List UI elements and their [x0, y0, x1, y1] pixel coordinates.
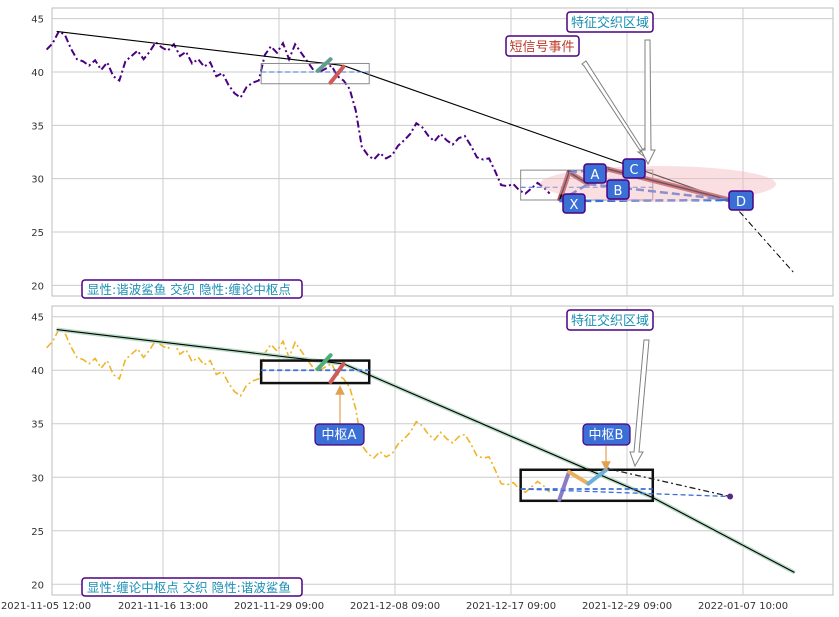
pivot-box — [260, 62, 370, 85]
y-tick-label: 30 — [31, 175, 44, 186]
marker-a-text: A — [591, 168, 600, 183]
x-tick-label: 2021-11-05 12:00 — [1, 601, 91, 612]
y-tick-label: 25 — [31, 228, 44, 239]
marker-c: C — [622, 158, 646, 179]
bottom-y-axis: 20 25 30 35 40 45 — [31, 313, 44, 592]
feature-zone-text-top: 特征交织区域 — [571, 15, 649, 31]
stroke-segment — [328, 361, 346, 384]
top-panel: 20 25 30 35 40 45 短信号事件 特征交织区域 X A B — [31, 7, 834, 299]
bottom-plot-frame — [51, 305, 834, 596]
pivot-box — [259, 359, 371, 385]
x-axis: 2021-11-05 12:00 2021-11-16 13:00 2021-11-… — [1, 601, 788, 612]
bottom-legend: 显性:缠论中枢点 交织 隐性:谐波鲨鱼 — [81, 577, 303, 597]
price-line — [46, 328, 551, 494]
y-tick-label: 45 — [31, 313, 44, 324]
pivot-b-text: 中枢B — [589, 428, 624, 443]
y-tick-label: 35 — [31, 121, 44, 132]
marker-x-text: X — [570, 198, 579, 213]
marker-a: A — [583, 163, 607, 184]
y-tick-label: 25 — [31, 527, 44, 538]
pivot-b-label: 中枢B — [582, 423, 631, 446]
stroke-segment — [315, 57, 333, 73]
short-signal-label: 短信号事件 — [505, 35, 580, 57]
y-tick-label: 40 — [31, 68, 44, 79]
top-plot-frame — [51, 7, 834, 297]
harmonic-dashed-leg — [559, 198, 731, 203]
y-tick-label: 45 — [31, 15, 44, 26]
top-y-axis: 20 25 30 35 40 45 — [31, 15, 44, 293]
marker-b-text: B — [614, 184, 623, 199]
stroke-segment — [567, 469, 591, 486]
stroke-segment — [557, 469, 571, 502]
top-legend-text: 显性:谐波鲨鱼 交织 隐性:缠论中枢点 — [87, 282, 291, 297]
y-tick-label: 30 — [31, 473, 44, 484]
x-tick-label: 2022-01-07 10:00 — [698, 601, 788, 612]
marker-c-text: C — [629, 163, 638, 178]
short-signal-text: 短信号事件 — [509, 40, 574, 55]
hidden-harmonic-dashed — [520, 488, 731, 498]
x-tick-label: 2021-12-08 09:00 — [350, 601, 440, 612]
y-tick-label: 20 — [31, 281, 44, 292]
bottom-series — [46, 327, 796, 575]
bottom-grid — [52, 306, 833, 595]
bottom-panel: 20 25 30 35 40 45 特征交织区域 中枢A 中枢B 显性:缠论中枢点 交织 … — [31, 305, 834, 597]
y-tick-label: 35 — [31, 420, 44, 431]
trend-extension — [729, 200, 795, 274]
y-tick-label: 40 — [31, 366, 44, 377]
stroke-segment — [328, 64, 346, 85]
trend-line — [56, 329, 795, 574]
x-tick-label: 2021-12-29 09:00 — [582, 601, 672, 612]
stroke-segment — [315, 353, 333, 372]
pivot-a-label: 中枢A — [314, 423, 365, 446]
stroke-segment — [586, 466, 610, 486]
y-tick-label: 20 — [31, 580, 44, 591]
marker-d: D — [728, 190, 754, 211]
pivot-box — [519, 468, 655, 503]
top-series — [45, 30, 795, 274]
marker-b: B — [606, 179, 630, 200]
x-tick-label: 2021-11-16 13:00 — [118, 601, 208, 612]
feature-zone-label-bottom: 特征交织区域 — [566, 309, 654, 331]
zone-arrow-bottom — [629, 339, 650, 468]
pivot-a-text: 中枢A — [322, 428, 357, 443]
marker-x: X — [562, 193, 586, 214]
x-tick-label: 2021-11-29 09:00 — [234, 601, 324, 612]
feature-zone-text-bottom: 特征交织区域 — [571, 313, 649, 329]
zone-arrow-top — [640, 39, 656, 166]
feature-zone-label-top: 特征交织区域 — [566, 11, 654, 33]
bottom-legend-text: 显性:缠论中枢点 交织 隐性:谐波鲨鱼 — [87, 580, 291, 595]
price-line — [45, 30, 551, 195]
x-tick-label: 2021-12-17 09:00 — [466, 601, 556, 612]
marker-d-text: D — [736, 195, 746, 210]
hidden-harmonic-endpoint — [727, 493, 734, 500]
top-legend: 显性:谐波鲨鱼 交织 隐性:缠论中枢点 — [81, 279, 303, 299]
